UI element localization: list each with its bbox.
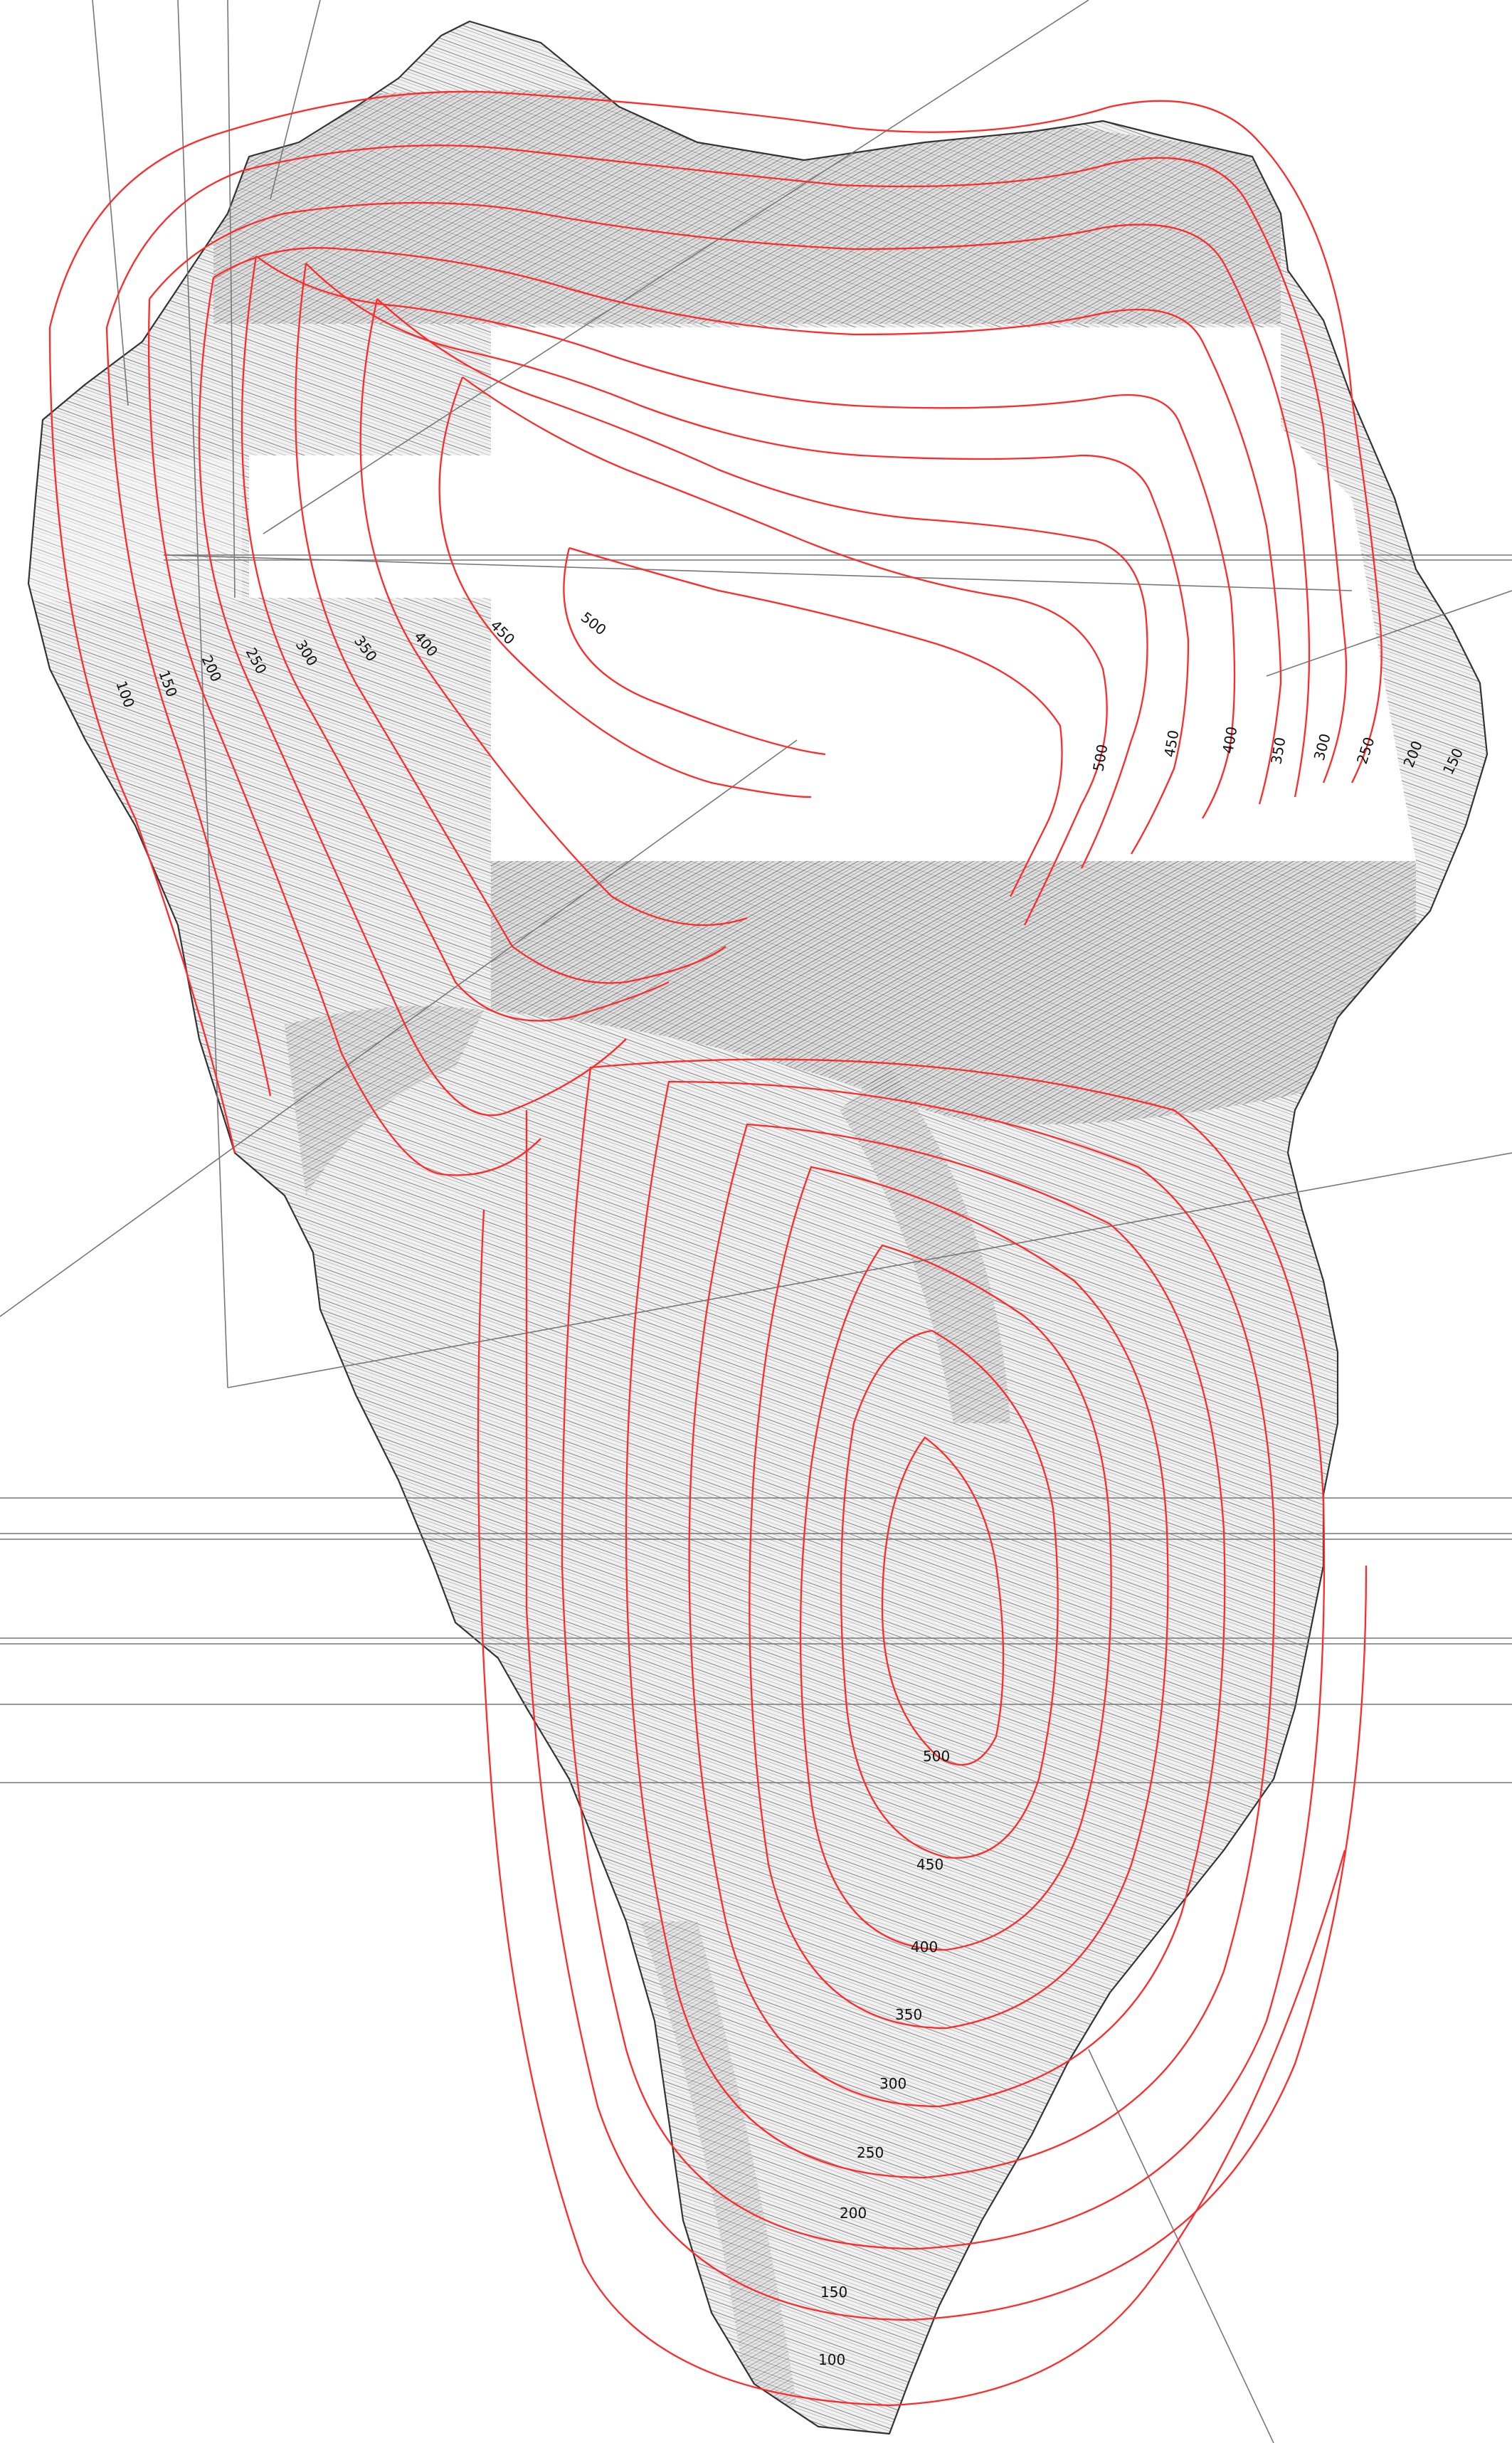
isoline-label: 300	[879, 2075, 906, 2092]
isoline-north-arc-200	[149, 201, 1311, 798]
missing-data-area	[249, 327, 1416, 861]
relief-western-scarp	[285, 1006, 484, 1196]
grid-line	[227, 0, 236, 598]
isoline-north-500	[563, 547, 826, 756]
isoline-north-250	[198, 277, 627, 1117]
isoline-north-arc-100	[48, 90, 1383, 783]
isoline-north-450	[438, 376, 812, 798]
relief-dorsal-ridge	[840, 1067, 1010, 1423]
isoline-north-200	[147, 298, 541, 1176]
grid-line	[1088, 2049, 1274, 2443]
isoline-south-400	[799, 1244, 1112, 1951]
isoline-label: 500	[923, 1748, 950, 1765]
isoline-south-500	[881, 1436, 1005, 1766]
grid-line	[227, 1152, 1512, 1388]
isoline-north-arc-300	[255, 255, 1236, 819]
isoline-north-arc-350	[305, 263, 1190, 855]
topographic-relief	[27, 20, 1489, 2435]
isoline-north-arc-250	[213, 247, 1282, 805]
relief-central-caldera	[491, 861, 1416, 1124]
isoline-south-250	[625, 1080, 1276, 2179]
grid-line	[0, 739, 798, 1317]
isoline-north-arc-400	[376, 298, 1148, 869]
isolines-north	[48, 90, 1383, 1176]
isoline-north-350	[295, 263, 726, 984]
isoline-south-200	[561, 1058, 1326, 2250]
isoline-south-300	[688, 1123, 1226, 2108]
coastline	[27, 20, 1489, 2435]
isoline-label: 200	[840, 2205, 867, 2222]
grid-line	[270, 0, 321, 200]
isoline-south-350	[749, 1166, 1169, 2030]
isoline-label: 400	[911, 1938, 938, 1956]
grid-line	[1266, 590, 1512, 677]
grid-line	[263, 0, 1089, 534]
isoline-north-arc-500	[569, 547, 1063, 897]
isoline-north-arc-150	[105, 144, 1348, 783]
isoline-label: 150	[820, 2284, 847, 2301]
isoline-label: 450	[916, 1856, 943, 1873]
isoline-south-100	[477, 1209, 1346, 2407]
isolines-south	[477, 1058, 1368, 2407]
relief-northern-ridge	[213, 90, 1281, 324]
isoline-north-400	[359, 298, 748, 927]
isoline-north-300	[240, 255, 670, 1022]
isoline-label: 100	[818, 2351, 845, 2368]
isoline-south-150	[525, 1109, 1368, 2321]
isoline-north-100	[48, 327, 236, 1154]
isoline-label: 350	[895, 2006, 922, 2023]
grid-line	[163, 554, 1353, 591]
relief-southern-tip	[640, 1921, 797, 2405]
isoline-north-150	[105, 327, 272, 1097]
isoline-north-arc-450	[462, 376, 1108, 926]
isoline-south-450	[840, 1329, 1059, 1859]
isoline-label: 250	[857, 2144, 884, 2161]
